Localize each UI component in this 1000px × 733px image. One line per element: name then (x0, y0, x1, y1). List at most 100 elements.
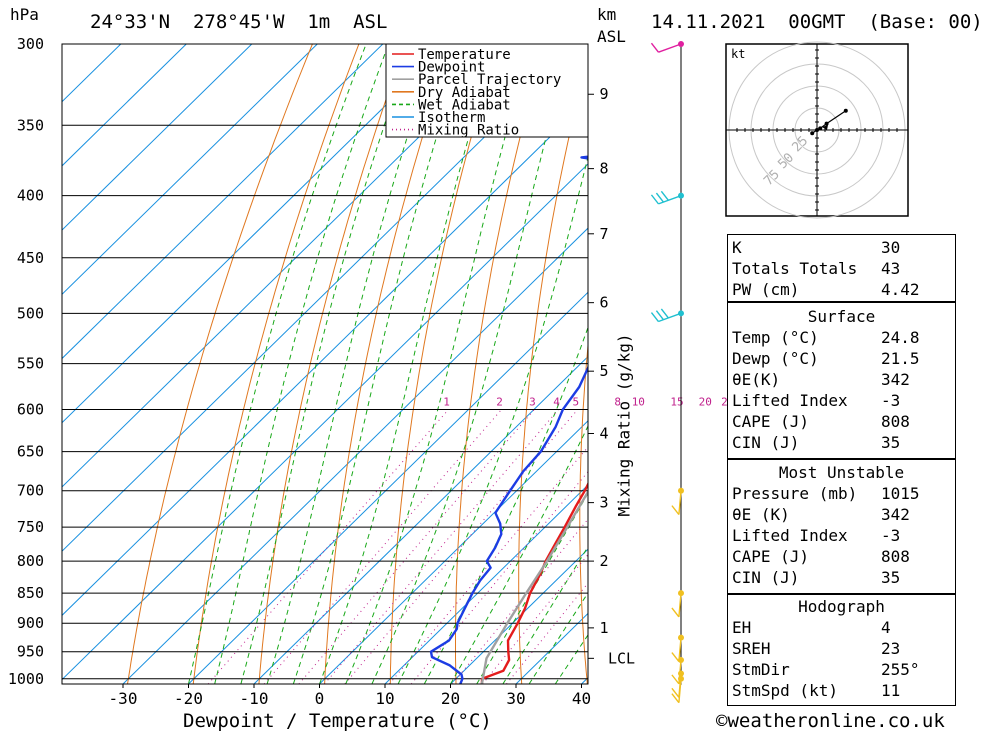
mixing-ratio-tick-label: 2 (496, 395, 503, 408)
mu-value: 1015 (881, 484, 920, 503)
mixing-ratio-line (482, 553, 588, 684)
surface-label: Temp (°C) (732, 328, 819, 347)
legend-label: Dewpoint (418, 60, 485, 76)
pressure-tick-label: 850 (17, 584, 44, 602)
chart-axes: 1234581015202530035040045050055060065070… (8, 35, 734, 708)
pressure-tick-label: 650 (17, 443, 44, 461)
legend-label: Parcel Trajectory (418, 72, 561, 88)
hodograph-point (810, 131, 815, 136)
most-unstable-box: Most Unstable Pressure (mb) 1015 θE (K) 34… (727, 459, 956, 594)
legend-label: Isotherm (418, 110, 485, 126)
wind-barb-flag (671, 674, 680, 685)
wind-barb-flag (671, 687, 680, 698)
wind-barb-flag (671, 505, 680, 516)
hodograph-point (815, 128, 819, 132)
mixing-ratio-axis-label: Mixing Ratio (g/kg) (614, 333, 634, 517)
hodograph-info-title: Hodograph (798, 597, 885, 616)
wind-barb-shaft (678, 678, 682, 703)
mixing-ratio-tick-label: 5 (572, 395, 579, 408)
isotherm-line (62, 44, 384, 360)
mixing-ratio-line (452, 518, 588, 684)
dry-adiabat-line (455, 44, 546, 684)
mixing-ratio-tick-label: 10 (632, 395, 645, 408)
pressure-tick-label: 600 (17, 400, 44, 418)
mu-label: Pressure (mb) (732, 484, 858, 503)
km-tick-label: 2 (599, 552, 608, 570)
plot-frame (61, 43, 589, 685)
surface-value: 342 (881, 370, 910, 389)
wet-adiabat-line (214, 44, 389, 684)
pressure-tick-label: 750 (17, 518, 44, 536)
dry-adiabat-line (127, 44, 313, 684)
hodograph-info-box: Hodograph EH 4 SREH 23 StmDir 255° StmSpd (… (727, 594, 956, 706)
pressure-tick-label: 800 (17, 552, 44, 570)
index-value: 4.42 (881, 280, 920, 299)
hodo-label: StmDir (732, 660, 790, 679)
mixing-ratio-tick-label: 4 (553, 395, 560, 408)
surface-label: Dewp (°C) (732, 349, 819, 368)
mixing-ratio-line (324, 409, 559, 684)
temperature-tick-label: -20 (174, 689, 203, 708)
wind-barb-shaft (658, 43, 682, 53)
isotherm-line (62, 44, 187, 167)
hodograph-unit-label: kt (731, 47, 745, 61)
isotherm-line (450, 548, 588, 684)
surface-label: θE(K) (732, 370, 781, 389)
dry-adiabat-line (324, 44, 453, 684)
surface-value: 808 (881, 412, 910, 431)
hodograph-point (843, 108, 848, 113)
surface-label: Lifted Index (732, 391, 848, 410)
hodograph-info-table: EH 4 SREH 23 StmDir 255° StmSpd (kt) 11 (728, 617, 955, 701)
isotherm-line (62, 44, 318, 295)
mixing-ratio-line (344, 409, 579, 684)
series-line-temperature (480, 481, 588, 684)
wind-barb-shaft (658, 312, 682, 323)
wet-adiabat-line (397, 154, 588, 684)
pressure-tick-label: 950 (17, 643, 44, 661)
wind-barb-shaft (678, 593, 682, 618)
surface-label: CAPE (J) (732, 412, 810, 431)
mu-label: CAPE (J) (732, 547, 810, 566)
legend-label: Mixing Ratio (418, 123, 519, 139)
dry-adiabat-line (579, 339, 588, 684)
index-label: Totals Totals (732, 259, 858, 278)
index-value: 43 (881, 259, 901, 278)
wind-barb-flag (660, 308, 669, 319)
km-tick-label: 7 (599, 225, 608, 243)
mixing-ratio-tick-label: 20 (699, 395, 712, 408)
wet-adiabat-line (292, 44, 467, 684)
indices-table: K 30 Totals Totals 43 PW (cm) 4.42 (728, 237, 955, 300)
mu-value: 35 (881, 568, 901, 587)
wind-barb-flag (655, 192, 664, 203)
surface-title: Surface (807, 307, 876, 326)
mu-label: CIN (J) (732, 568, 800, 587)
hodograph-point (818, 126, 823, 131)
mixing-ratio-line (263, 409, 502, 684)
legend-label: Dry Adiabat (418, 85, 511, 101)
storm-motion-arrow (822, 125, 828, 130)
pressure-tick-label: 400 (17, 187, 44, 205)
datetime-title: 14.11.2021 00GMT (Base: 00) (651, 11, 983, 33)
surface-value: 35 (881, 433, 901, 452)
credit-text: ©weatheronline.co.uk (716, 710, 945, 732)
pressure-tick-label: 700 (17, 482, 44, 500)
index-label: PW (cm) (732, 280, 800, 299)
wet-adiabat-line (450, 424, 588, 684)
wind-barb-shaft (678, 490, 682, 515)
temperature-tick-label: 20 (441, 689, 460, 708)
pressure-tick-label: 1000 (8, 670, 44, 688)
legend-label: Temperature (418, 47, 511, 63)
km-tick-label: 3 (599, 494, 608, 512)
wind-barb-flag (655, 310, 664, 321)
km-tick-label: 1 (599, 619, 608, 637)
wind-barb-flag (671, 693, 680, 704)
mixing-ratio-line (388, 446, 588, 684)
wind-barb-flag (660, 190, 669, 201)
index-value: 30 (881, 238, 901, 257)
surface-table: Temp (°C) 24.8 Dewp (°C) 21.5 θE(K) 342 Lif… (728, 327, 955, 453)
most-unstable-title: Most Unstable (778, 463, 905, 482)
mixing-ratio-tick-label: 3 (529, 395, 536, 408)
km-unit-label: km (597, 5, 617, 24)
series-line-parcel-trajectory (480, 489, 588, 684)
surface-value: 24.8 (881, 328, 920, 347)
